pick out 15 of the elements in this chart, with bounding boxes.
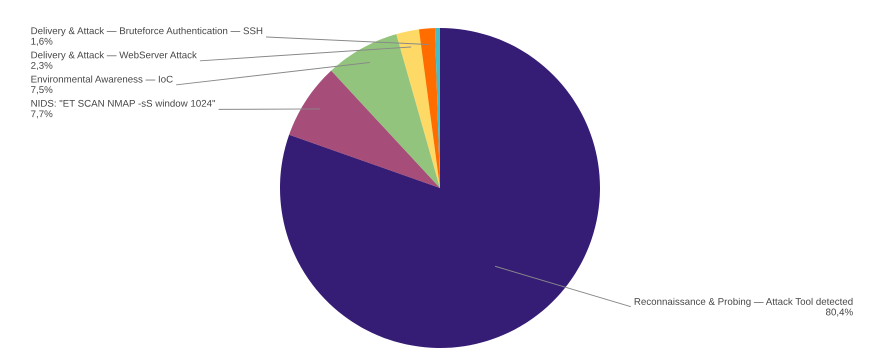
data-label: 80,4% (826, 308, 853, 317)
pie-slice (331, 34, 440, 188)
slice-label: Environmental Awareness — IoC (31, 75, 173, 83)
slice-label: Delivery & Attack — WebServer Attack (31, 51, 197, 60)
slice-label: Delivery & Attack — Bruteforce Authentication — SSH (31, 27, 262, 36)
data-label: 7,5% (31, 86, 52, 94)
pie-slice (280, 28, 600, 348)
slice-label: Reconnaissance & Probing — Attack Tool detected (634, 298, 853, 307)
data-label: 7,7% (31, 110, 52, 118)
pie-slice (418, 28, 440, 188)
data-label: 2,3% (31, 62, 52, 70)
pie-slice (396, 29, 440, 188)
pie-slice (289, 70, 440, 188)
slice-label: NIDS: "ET SCAN NMAP -sS window 1024" (31, 100, 216, 107)
data-label: 1,6% (31, 38, 52, 46)
